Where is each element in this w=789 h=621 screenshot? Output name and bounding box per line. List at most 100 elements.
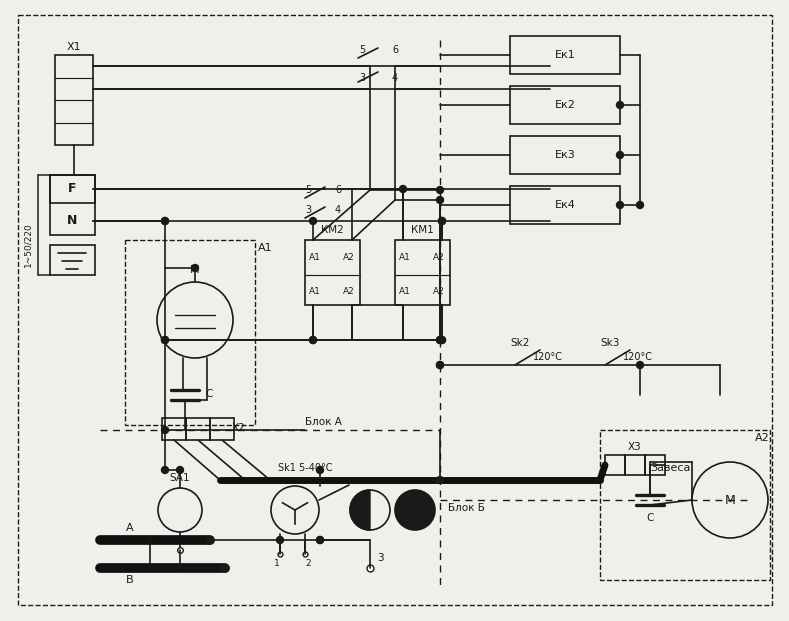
Bar bbox=[510, 86, 620, 124]
Bar bbox=[50, 175, 95, 203]
Circle shape bbox=[616, 152, 623, 158]
Text: Ек4: Ек4 bbox=[555, 200, 575, 210]
Text: N: N bbox=[67, 214, 77, 227]
Circle shape bbox=[436, 476, 443, 484]
Text: 3: 3 bbox=[359, 73, 365, 83]
Circle shape bbox=[276, 537, 283, 543]
Circle shape bbox=[436, 196, 443, 204]
Circle shape bbox=[439, 217, 446, 225]
Circle shape bbox=[436, 361, 443, 368]
Text: A1: A1 bbox=[258, 243, 272, 253]
Text: 120°С: 120°С bbox=[533, 352, 563, 362]
Circle shape bbox=[439, 217, 446, 225]
Circle shape bbox=[309, 337, 316, 343]
Bar bbox=[125, 240, 255, 425]
Text: 5: 5 bbox=[359, 45, 365, 55]
Text: C: C bbox=[205, 389, 213, 399]
Text: B: B bbox=[126, 575, 134, 585]
Text: A2: A2 bbox=[343, 288, 355, 296]
Text: A2: A2 bbox=[433, 288, 445, 296]
Text: M: M bbox=[190, 265, 200, 275]
Text: M: M bbox=[724, 494, 735, 507]
Circle shape bbox=[395, 490, 435, 530]
Circle shape bbox=[162, 217, 169, 225]
Polygon shape bbox=[350, 490, 370, 530]
Text: 5: 5 bbox=[305, 185, 311, 195]
Bar bbox=[510, 186, 620, 224]
Circle shape bbox=[439, 337, 446, 343]
Bar bbox=[510, 36, 620, 74]
Text: X3: X3 bbox=[628, 442, 642, 452]
Text: Завеса: Завеса bbox=[650, 463, 690, 473]
Text: Блок Б: Блок Б bbox=[448, 503, 485, 513]
Circle shape bbox=[616, 101, 623, 109]
Text: 3: 3 bbox=[376, 553, 383, 563]
Circle shape bbox=[316, 537, 323, 543]
Bar bbox=[605, 455, 625, 475]
Circle shape bbox=[309, 337, 316, 343]
Text: Sk3: Sk3 bbox=[600, 338, 619, 348]
Circle shape bbox=[162, 217, 169, 225]
Bar bbox=[210, 418, 234, 440]
Circle shape bbox=[222, 564, 229, 571]
Text: A2: A2 bbox=[433, 253, 445, 263]
Text: 6: 6 bbox=[392, 45, 398, 55]
Bar bbox=[50, 175, 95, 235]
Text: 6: 6 bbox=[335, 185, 341, 195]
Text: 120°С: 120°С bbox=[623, 352, 653, 362]
Bar bbox=[55, 55, 93, 145]
Bar bbox=[600, 430, 770, 580]
Text: 1~50/220: 1~50/220 bbox=[24, 222, 32, 268]
Circle shape bbox=[162, 427, 169, 433]
Circle shape bbox=[162, 337, 169, 343]
Text: X1: X1 bbox=[67, 42, 81, 52]
Text: Ек3: Ек3 bbox=[555, 150, 575, 160]
Text: A2: A2 bbox=[343, 253, 355, 263]
Bar bbox=[510, 136, 620, 174]
Circle shape bbox=[616, 201, 623, 209]
Circle shape bbox=[436, 337, 443, 343]
Circle shape bbox=[316, 466, 323, 473]
Text: Блок А: Блок А bbox=[305, 417, 342, 427]
Bar bbox=[625, 455, 645, 475]
Circle shape bbox=[436, 361, 443, 368]
Text: 1: 1 bbox=[274, 560, 280, 568]
Circle shape bbox=[316, 537, 323, 543]
Bar bbox=[50, 245, 95, 275]
Circle shape bbox=[309, 217, 316, 225]
Bar bbox=[395, 240, 450, 305]
Text: Sk1 5-40°С: Sk1 5-40°С bbox=[278, 463, 332, 473]
Circle shape bbox=[637, 201, 644, 209]
Text: 4: 4 bbox=[335, 205, 341, 215]
Text: КМ1: КМ1 bbox=[410, 225, 433, 235]
Text: A1: A1 bbox=[399, 288, 411, 296]
Text: Ек2: Ек2 bbox=[555, 100, 575, 110]
Text: 3: 3 bbox=[305, 205, 311, 215]
Text: A2: A2 bbox=[754, 433, 769, 443]
Text: A1: A1 bbox=[309, 253, 321, 263]
Bar bbox=[645, 455, 665, 475]
Text: КМ2: КМ2 bbox=[320, 225, 343, 235]
Text: X2: X2 bbox=[232, 423, 246, 433]
Bar bbox=[186, 418, 210, 440]
Circle shape bbox=[177, 466, 184, 473]
Circle shape bbox=[439, 337, 446, 343]
Circle shape bbox=[436, 337, 443, 343]
Circle shape bbox=[436, 186, 443, 194]
Circle shape bbox=[399, 186, 406, 193]
Bar bbox=[305, 240, 360, 305]
Text: 4: 4 bbox=[392, 73, 398, 83]
Text: SA1: SA1 bbox=[170, 473, 190, 483]
Text: Ек1: Ек1 bbox=[555, 50, 575, 60]
Circle shape bbox=[162, 466, 169, 473]
Circle shape bbox=[637, 361, 644, 368]
Text: A: A bbox=[126, 523, 134, 533]
Text: C: C bbox=[646, 513, 654, 523]
Bar bbox=[162, 418, 186, 440]
Text: Sk2: Sk2 bbox=[510, 338, 529, 348]
Text: A1: A1 bbox=[399, 253, 411, 263]
Text: 2: 2 bbox=[305, 560, 311, 568]
Circle shape bbox=[192, 265, 199, 271]
Circle shape bbox=[162, 337, 169, 343]
Text: F: F bbox=[69, 183, 77, 196]
